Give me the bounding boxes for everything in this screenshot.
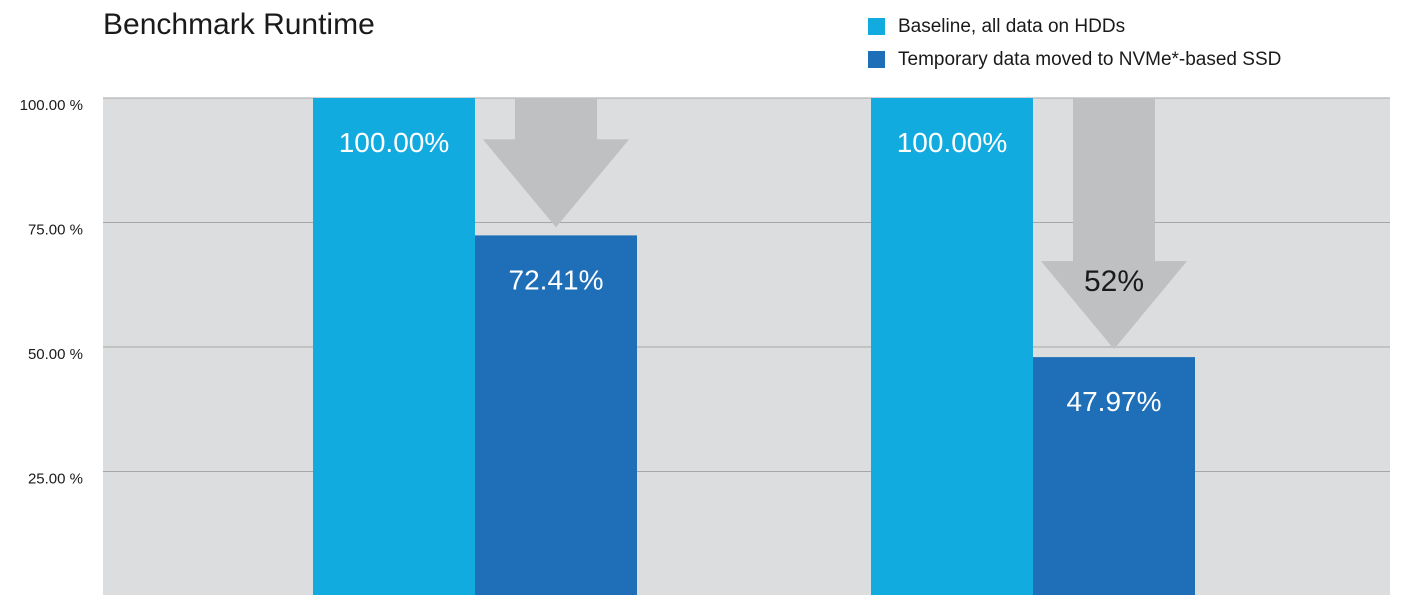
y-tick-label: 100.00 % <box>20 97 83 114</box>
legend-label-baseline: Baseline, all data on HDDs <box>898 15 1126 37</box>
reduction-label: 52% <box>1084 265 1144 298</box>
bar-baseline <box>313 98 475 595</box>
legend-swatch-nvme <box>868 51 885 68</box>
bar-value-label: 100.00% <box>339 127 450 158</box>
bar-value-label: 100.00% <box>897 127 1008 158</box>
y-tick-label: 50.00 % <box>28 346 83 363</box>
reduction-arrow <box>1041 98 1187 350</box>
legend: Baseline, all data on HDDs Temporary dat… <box>868 10 1281 76</box>
bar-nvme <box>475 235 637 595</box>
legend-swatch-baseline <box>868 18 885 35</box>
legend-item-nvme: Temporary data moved to NVMe*-based SSD <box>868 43 1281 76</box>
y-tick-label: 75.00 % <box>28 222 83 239</box>
bar-value-label: 72.41% <box>509 264 604 295</box>
bar-value-label: 47.97% <box>1067 386 1162 417</box>
reduction-arrow <box>483 98 629 228</box>
y-tick-label: 25.00 % <box>28 471 83 488</box>
legend-item-baseline: Baseline, all data on HDDs <box>868 10 1281 43</box>
bar-nvme <box>1033 357 1195 595</box>
chart-title: Benchmark Runtime <box>103 8 375 41</box>
legend-label-nvme: Temporary data moved to NVMe*-based SSD <box>898 48 1282 70</box>
bar-baseline <box>871 98 1033 595</box>
